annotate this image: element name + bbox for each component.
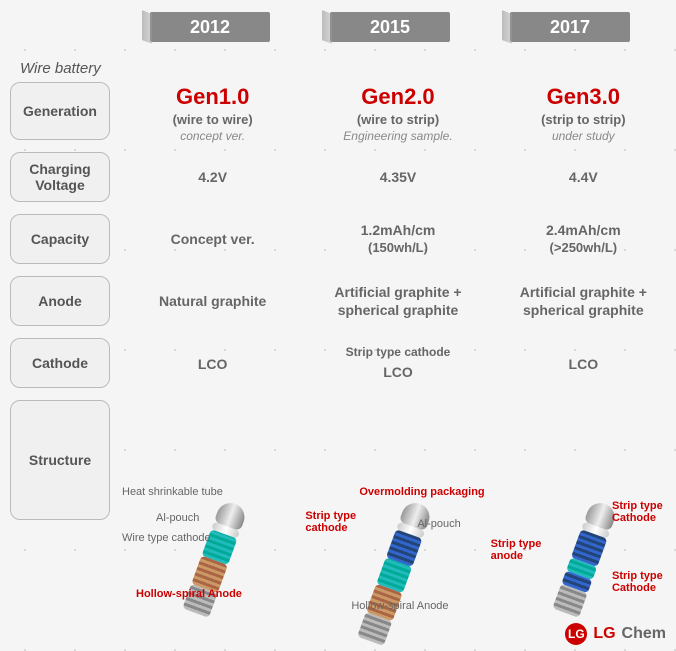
cath3-main: LCO — [569, 355, 599, 373]
cell-gen-3: Gen3.0 (strip to strip) under study — [491, 82, 676, 146]
structure-gen2: Overmolding packaging Al-pouch Strip typ… — [305, 470, 490, 640]
gen3-label-cathode2: Strip type Cathode — [612, 570, 672, 594]
cell-cathode-3: LCO — [491, 332, 676, 394]
row-label-anode: Anode — [10, 276, 110, 326]
gen2-label-anode: Hollow-spiral Anode — [351, 600, 448, 612]
gen1-note: concept ver. — [180, 129, 245, 145]
gen2-label-cathode: Strip type cathode — [305, 510, 365, 534]
cell-cap-2: 1.2mAh/cm (150wh/L) — [305, 208, 490, 270]
row-labels: Generation Charging Voltage Capacity Ano… — [10, 82, 110, 520]
gen3-title: Gen3.0 — [547, 83, 620, 112]
cap2-main: 1.2mAh/cm — [361, 221, 436, 239]
gen2-title: Gen2.0 — [361, 83, 434, 112]
year-tab-2012: 2012 — [150, 12, 270, 42]
cell-cv-1: 4.2V — [120, 146, 305, 208]
cath1-main: LCO — [198, 355, 228, 373]
row-label-generation: Generation — [10, 82, 110, 140]
year-tab-2015: 2015 — [330, 12, 450, 42]
data-grid: Gen1.0 (wire to wire) concept ver. Gen2.… — [120, 82, 676, 394]
gen1-title: Gen1.0 — [176, 83, 249, 112]
gen1-sub: (wire to wire) — [173, 112, 253, 129]
cap1-main: Concept ver. — [171, 230, 255, 248]
year-tab-2017: 2017 — [510, 12, 630, 42]
cap3-sub: (>250wh/L) — [550, 240, 618, 257]
gen2-sub: (wire to strip) — [357, 112, 439, 129]
cap3-main: 2.4mAh/cm — [546, 221, 621, 239]
cell-anode-1: Natural graphite — [120, 270, 305, 332]
gen3-note: under study — [552, 129, 615, 145]
cell-cv-2: 4.35V — [305, 146, 490, 208]
cath2-main: LCO — [383, 363, 413, 381]
row-label-cathode: Cathode — [10, 338, 110, 388]
structure-area: Heat shrinkable tube Al-pouch Wire type … — [120, 470, 676, 640]
gen3-label-anode: Strip type anode — [491, 538, 551, 562]
wire-gen3-icon — [548, 499, 619, 631]
gen2-label-alpouch: Al-pouch — [417, 518, 460, 530]
cell-anode-3: Artificial graphite + spherical graphite — [491, 270, 676, 332]
cell-cap-3: 2.4mAh/cm (>250wh/L) — [491, 208, 676, 270]
year-tabs: 2012 2015 2017 — [150, 12, 630, 42]
row-label-charging-voltage: Charging Voltage — [10, 152, 110, 202]
row-label-structure: Structure — [10, 400, 110, 520]
cell-gen-1: Gen1.0 (wire to wire) concept ver. — [120, 82, 305, 146]
gen1-label-alpouch: Al-pouch — [156, 512, 199, 524]
logo-lg-text: LG — [593, 625, 615, 643]
gen3-label-cathode1: Strip type Cathode — [612, 500, 672, 524]
gen1-label-tube: Heat shrinkable tube — [122, 486, 223, 498]
cap2-sub: (150wh/L) — [368, 240, 428, 257]
cell-cap-1: Concept ver. — [120, 208, 305, 270]
cath2-top: Strip type cathode — [346, 345, 451, 361]
row-label-capacity: Capacity — [10, 214, 110, 264]
cell-cathode-1: LCO — [120, 332, 305, 394]
lg-chem-logo: LG LG Chem — [565, 623, 666, 645]
logo-chem-text: Chem — [622, 625, 666, 643]
structure-gen1: Heat shrinkable tube Al-pouch Wire type … — [120, 470, 305, 640]
cell-anode-2: Artificial graphite + spherical graphite — [305, 270, 490, 332]
wire-battery-label: Wire battery — [20, 60, 101, 77]
cell-cathode-2: Strip type cathode LCO — [305, 332, 490, 394]
gen3-sub: (strip to strip) — [541, 112, 626, 129]
gen1-label-cathode: Wire type cathode — [122, 532, 211, 544]
cell-gen-2: Gen2.0 (wire to strip) Engineering sampl… — [305, 82, 490, 146]
gen2-label-overmold: Overmolding packaging — [359, 486, 484, 498]
structure-gen3: Strip type Cathode Strip type anode Stri… — [491, 470, 676, 640]
cell-cv-3: 4.4V — [491, 146, 676, 208]
gen1-label-anode: Hollow-spiral Anode — [136, 588, 242, 600]
lg-logo-icon: LG — [565, 623, 587, 645]
gen2-note: Engineering sample. — [343, 129, 452, 145]
